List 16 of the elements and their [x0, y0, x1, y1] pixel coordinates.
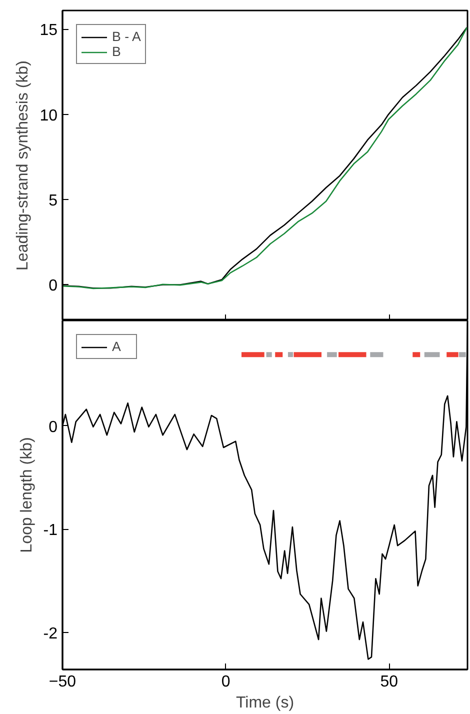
y-tick-label: 10: [40, 107, 58, 124]
y-axis-title: Leading-strand synthesis (kb): [14, 60, 32, 270]
legend-label: A: [112, 339, 122, 354]
y-tick-label: 5: [48, 192, 58, 210]
y-axis-title: Loop length (kb): [18, 437, 36, 553]
y-tick-label: 0: [48, 418, 58, 436]
y-tick-label: -2: [43, 625, 58, 642]
legend-label: B - A: [112, 29, 141, 44]
y-tick-label: 0: [48, 278, 58, 295]
x-axis-title: Time (s): [236, 694, 294, 712]
x-tick-label: −50: [48, 674, 76, 690]
legend-label: B: [112, 44, 122, 59]
y-tick-label: -1: [43, 522, 58, 540]
x-tick-label: 50: [380, 674, 398, 690]
y-tick-label: 15: [40, 22, 58, 40]
x-tick-label: 0: [221, 674, 230, 690]
